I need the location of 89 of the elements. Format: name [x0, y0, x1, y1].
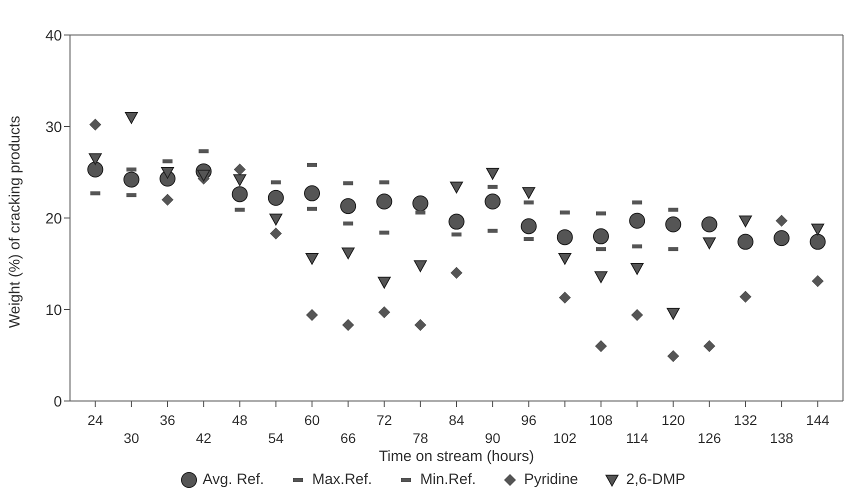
point [268, 190, 284, 206]
point [412, 195, 428, 212]
point [810, 234, 826, 250]
point [162, 194, 174, 206]
point [665, 216, 682, 232]
x-tick-label: 120 [662, 412, 686, 428]
point [414, 319, 426, 332]
x-tick-label: 132 [734, 412, 758, 428]
point [592, 228, 609, 244]
point [124, 112, 138, 124]
x-tick-label: 96 [520, 412, 537, 428]
x-tick-label: 102 [553, 430, 577, 446]
point [450, 266, 462, 279]
x-tick-label: 108 [589, 412, 613, 428]
x-tick-label: 66 [340, 430, 356, 446]
x-axis-title: Time on stream (hours) [378, 448, 534, 465]
point [376, 194, 392, 210]
x-tick-label: 138 [770, 430, 794, 446]
legend-label: Max.Ref. [312, 471, 372, 488]
point [739, 290, 752, 303]
point [701, 216, 718, 232]
point [776, 214, 788, 227]
y-axis-title: Weight (%) of cracking products [6, 116, 24, 328]
point [522, 187, 536, 199]
legend-label: Min.Ref. [420, 471, 476, 488]
x-tick-label: 114 [626, 430, 648, 446]
point [666, 308, 680, 320]
point [558, 252, 572, 265]
point [629, 212, 646, 229]
point [631, 308, 644, 321]
x-tick-label: 24 [87, 412, 104, 428]
point [340, 198, 356, 214]
x-tick-label: 78 [412, 430, 428, 446]
point [414, 260, 427, 272]
point [89, 118, 102, 131]
point [342, 247, 355, 260]
x-tick-label: 36 [160, 412, 176, 428]
y-tick-label: 30 [45, 118, 62, 136]
y-tick-label: 40 [45, 27, 62, 44]
point [342, 319, 354, 332]
legend-label: 2,6-DMP [626, 471, 686, 488]
x-tick-label: 42 [196, 430, 212, 446]
point [737, 234, 754, 250]
point [630, 263, 644, 275]
point [556, 229, 573, 246]
point [594, 271, 608, 284]
x-tick-label: 60 [304, 412, 320, 428]
point [774, 230, 790, 246]
x-tick-label: 48 [232, 412, 248, 428]
point [594, 340, 607, 352]
x-tick-label: 90 [484, 430, 501, 446]
point [304, 185, 320, 202]
y-tick-label: 20 [45, 210, 62, 228]
x-tick-label: 54 [268, 430, 284, 446]
point [703, 340, 716, 352]
point [378, 276, 391, 289]
point [161, 166, 174, 179]
point [448, 214, 464, 230]
x-tick-label: 126 [698, 430, 722, 446]
point [486, 168, 500, 180]
point [270, 228, 282, 240]
point [738, 215, 752, 228]
y-tick-label: 10 [45, 302, 62, 319]
legend-label: Avg. Ref. [202, 471, 264, 488]
point [234, 164, 246, 176]
point [306, 308, 318, 321]
x-tick-label: 84 [448, 412, 464, 428]
point [269, 214, 282, 226]
point [88, 153, 102, 166]
point [558, 292, 571, 304]
legend-label: Pyridine [524, 471, 578, 488]
point [450, 182, 463, 194]
point [232, 186, 248, 202]
x-tick-label: 30 [124, 430, 140, 446]
x-tick-label: 72 [376, 412, 392, 428]
point [667, 350, 680, 362]
y-tick-label: 0 [54, 393, 62, 410]
point [811, 224, 824, 236]
point [306, 252, 319, 265]
point [233, 174, 246, 186]
point [123, 172, 140, 188]
x-tick-label: 144 [806, 412, 830, 428]
point [484, 194, 501, 210]
point [378, 306, 390, 318]
point [702, 237, 716, 250]
point [812, 275, 824, 288]
point [520, 218, 537, 234]
point [197, 170, 210, 182]
point [87, 162, 104, 178]
